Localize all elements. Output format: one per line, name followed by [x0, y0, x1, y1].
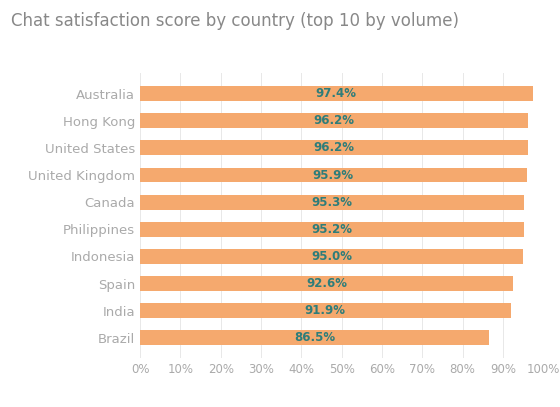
Text: 95.9%: 95.9%: [313, 168, 354, 182]
Text: 95.2%: 95.2%: [311, 223, 352, 236]
Text: 91.9%: 91.9%: [305, 304, 346, 317]
Text: Chat satisfaction score by country (top 10 by volume): Chat satisfaction score by country (top …: [11, 12, 459, 30]
Bar: [140, 276, 514, 291]
Text: 95.0%: 95.0%: [311, 250, 352, 263]
Bar: [140, 140, 528, 155]
Text: 95.3%: 95.3%: [311, 196, 353, 209]
Bar: [140, 303, 511, 318]
Text: 96.2%: 96.2%: [314, 141, 354, 154]
Bar: [140, 330, 489, 345]
Bar: [140, 249, 523, 264]
Text: 92.6%: 92.6%: [306, 277, 347, 290]
Text: 97.4%: 97.4%: [316, 87, 357, 100]
Text: 96.2%: 96.2%: [314, 114, 354, 127]
Bar: [140, 222, 524, 237]
Bar: [140, 86, 533, 101]
Text: 86.5%: 86.5%: [294, 331, 335, 344]
Bar: [140, 113, 528, 128]
Bar: [140, 195, 524, 210]
Bar: [140, 168, 526, 182]
